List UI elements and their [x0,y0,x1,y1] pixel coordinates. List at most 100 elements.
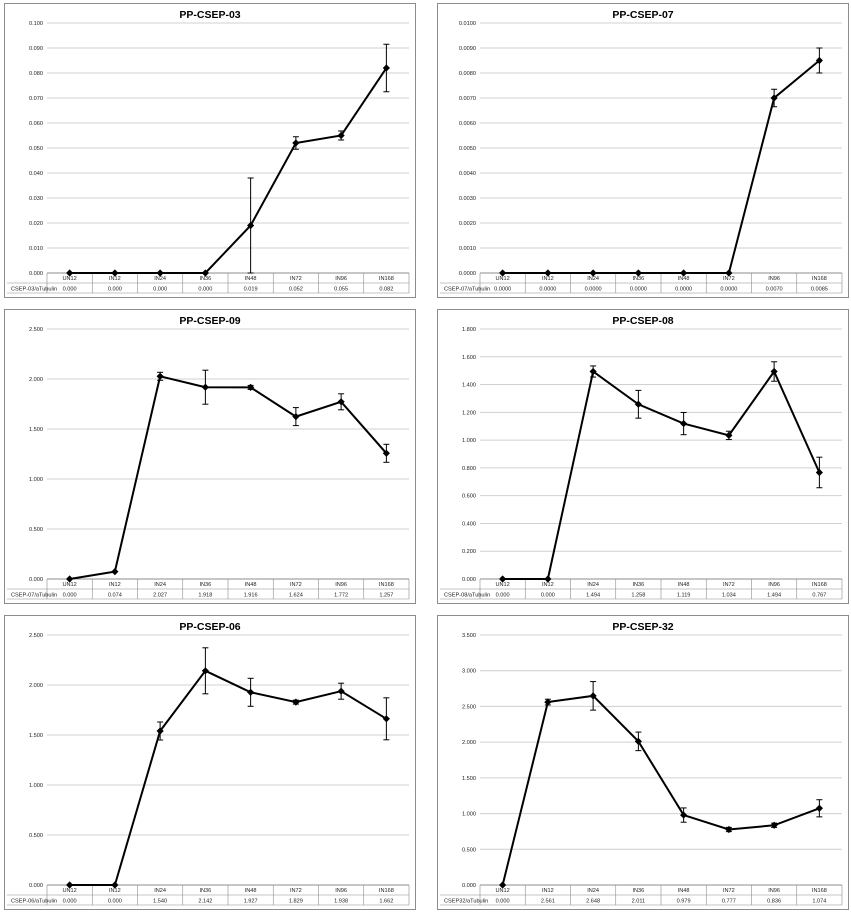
table-value: 0.074 [108,593,122,599]
data-point [156,727,164,735]
data-table: UN12 IN12 IN24 IN36 IN48 IN72 IN96 IN168 CSEP-07… [440,273,843,294]
data-point [680,269,688,277]
x-category-label: IN24 [154,582,166,588]
data-point [544,269,552,277]
data-point [725,269,733,277]
y-tick-label: 0.0100 [459,21,476,27]
table-value: 0.000 [108,899,122,905]
table-value: 1.772 [334,593,348,599]
data-point [111,269,119,277]
x-category-label: IN24 [154,888,166,894]
gridlines [47,634,409,886]
data-point [770,94,778,102]
data-point [815,56,823,65]
table-value: 1.938 [334,899,348,905]
x-category-label: IN12 [542,276,554,282]
table-value: 1.540 [153,899,167,905]
x-category-label: IN24 [587,276,599,282]
table-value: 2.142 [198,899,212,905]
table-value: 0.082 [379,287,393,293]
table-value: 0.000 [63,287,77,293]
series-markers [499,56,823,277]
table-value: 2.027 [153,593,167,599]
y-tick-label: 0.0040 [459,171,476,177]
x-category-label: IN36 [632,276,644,282]
data-point [770,821,778,829]
x-category-label: UN12 [495,276,509,282]
x-category-label: UN12 [495,888,509,894]
x-category-label: IN168 [379,276,394,282]
data-point [499,269,507,277]
y-tick-label: 0.0080 [459,71,476,77]
y-tick-label: 2.000 [462,740,476,746]
chart-title: PP-CSEP-07 [612,9,673,21]
chart-svg: PP-CSEP-08 0.000 0.200 0.400 0.600 0.800 1.000… [440,315,843,600]
chart-panel-pp-csep-07: PP-CSEP-07 0.0000 0.0010 0.0020 0.0030 0.0040… [437,3,849,298]
table-value: 1.927 [244,899,258,905]
x-category-label: IN48 [245,888,257,894]
table-value: 0.055 [334,287,348,293]
chart-title: PP-CSEP-09 [179,315,240,327]
y-tick-label: 0.000 [29,271,43,277]
x-category-label: UN12 [495,582,509,588]
data-point [292,139,300,147]
x-category-label: IN168 [812,276,827,282]
table-value: 2.011 [632,899,646,905]
y-axis-ticks: 0.0000 0.0010 0.0020 0.0030 0.0040 0.0050 0.00… [459,21,476,277]
y-tick-label: 3.000 [462,669,476,675]
chart-svg: PP-CSEP-32 0.000 0.500 1.000 1.500 2.000 2.500… [440,621,843,906]
y-tick-label: 1.000 [29,477,43,483]
y-tick-label: 0.800 [462,466,476,472]
data-point [66,881,74,889]
y-axis-ticks: 0.000 0.010 0.020 0.030 0.040 0.050 0.060 0.070… [29,21,43,277]
chart-panel-pp-csep-08: PP-CSEP-08 0.000 0.200 0.400 0.600 0.800 1.000… [437,309,849,604]
x-category-label: IN36 [199,888,211,894]
gridlines [47,22,409,274]
y-tick-label: 2.500 [29,327,43,333]
table-value: 0.0000 [494,287,511,293]
data-point [589,269,597,277]
data-point [544,698,552,706]
y-axis-ticks: 0.000 0.500 1.000 1.500 2.000 2.500 [29,327,43,583]
series-line [501,694,820,886]
y-tick-label: 0.0020 [459,221,476,227]
y-tick-label: 0.200 [462,549,476,555]
x-category-label: IN96 [335,582,347,588]
x-category-label: IN12 [109,582,121,588]
x-category-label: IN48 [678,582,690,588]
data-point [292,698,300,706]
y-axis-ticks: 0.000 0.500 1.000 1.500 2.000 2.500 [29,633,43,889]
table-value: 0.000 [108,287,122,293]
data-point [382,64,390,72]
chart-title: PP-CSEP-32 [612,621,673,633]
table-value: 1.916 [244,593,258,599]
data-point [499,881,507,889]
chart-title: PP-CSEP-03 [179,9,240,21]
chart-panel-pp-csep-32: PP-CSEP-32 0.000 0.500 1.000 1.500 2.000 2.500… [437,615,849,910]
series-line [502,59,821,274]
table-row-label: CSEP-03/aTubulin [11,287,57,293]
data-point [201,269,209,277]
data-point [589,367,597,376]
table-value: 1.494 [767,593,781,599]
x-category-label: IN48 [245,582,257,588]
table-value: 0.0070 [766,287,783,293]
y-axis-ticks: 0.000 0.200 0.400 0.600 0.800 1.000 1.200 1.400… [462,327,476,583]
data-point [634,269,642,277]
y-axis-ticks: 0.000 0.500 1.000 1.500 2.000 2.500 3.000 3.500 [462,633,476,889]
x-category-label: IN48 [678,276,690,282]
gridlines [480,22,842,274]
y-tick-label: 0.0050 [459,146,476,152]
data-point [66,575,74,583]
y-tick-label: 0.500 [462,847,476,853]
chart-svg: PP-CSEP-03 0.000 0.010 0.020 0.030 0.040 0.050… [7,9,410,294]
series-markers [66,372,390,583]
table-value: 1.624 [289,593,303,599]
y-tick-label: 0.0060 [459,121,476,127]
table-value: 1.074 [812,899,826,905]
table-value: 0.0000 [675,287,692,293]
chart-panel-pp-csep-03: PP-CSEP-03 0.000 0.010 0.020 0.030 0.040 0.050… [4,3,416,298]
y-tick-label: 1.000 [462,812,476,818]
x-category-label: IN36 [632,888,644,894]
y-tick-label: 1.400 [462,383,476,389]
